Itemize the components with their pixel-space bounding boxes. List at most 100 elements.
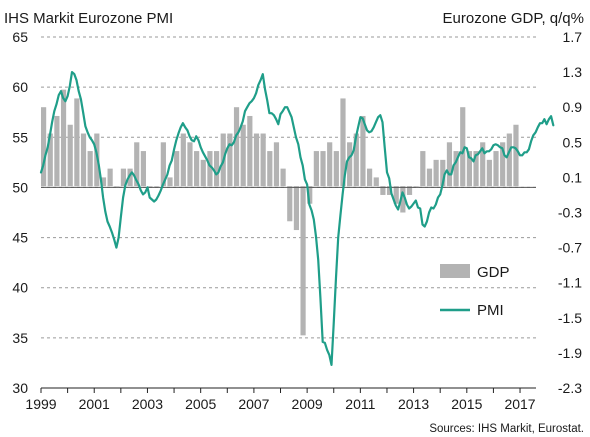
left-axis-ticks: 30 35 40 45 50 55 60 65 [12,29,28,396]
x-tick-label: 2013 [398,396,429,412]
left-tick-label: 45 [12,230,28,246]
gdp-bar [313,151,319,187]
gdp-bar [440,159,446,187]
gdp-bars [41,89,519,336]
gdp-bar [240,124,246,187]
right-tick-label: -1.9 [558,345,582,361]
gdp-bar [180,133,186,187]
gdp-bar [327,142,333,187]
right-tick-label: 1.7 [563,29,583,45]
right-tick-label: -1.1 [558,275,582,291]
right-tick-label: -0.7 [558,240,582,256]
x-tick-label: 2005 [185,396,216,412]
right-tick-label: 0.9 [563,99,583,115]
x-tick-label: 1999 [25,396,56,412]
gdp-bar [67,124,73,187]
gdp-bar [486,159,492,187]
x-tick-label: 2015 [451,396,482,412]
right-tick-label: -0.3 [558,205,582,221]
gdp-bar [300,186,306,336]
gdp-bar [227,133,233,187]
left-tick-label: 30 [12,380,28,396]
gdp-bar [500,142,506,187]
pmi-line [39,71,555,366]
left-tick-label: 35 [12,330,28,346]
gdp-bar [247,115,253,187]
gdp-bar [340,98,346,187]
gdp-bar [373,177,379,187]
gdp-bar [200,159,206,187]
gdp-bar [473,151,479,187]
chart-title-right: Eurozone GDP, q/q% [443,10,584,27]
chart-title-left: IHS Markit Eurozone PMI [4,10,173,27]
x-axis-ticks: 1999 2001 2003 2005 2007 2009 2011 2013 2015 2017 [25,388,536,412]
legend-gdp-swatch [440,264,470,278]
gdp-bar [174,151,180,187]
gdp-bar [433,159,439,187]
gdp-bar [120,168,127,187]
gdp-bar [446,142,453,187]
gdp-bar [320,151,326,187]
gdp-bar [167,177,173,187]
gdp-bar [213,151,220,187]
gdp-bar [87,151,93,187]
gdp-bar [400,186,406,213]
gdp-bar [513,124,519,187]
gdp-bar [253,133,260,187]
right-tick-label: 0.5 [563,134,583,150]
gdp-bar [420,151,426,187]
gdp-bar [114,186,120,187]
gdp-bar [233,107,240,187]
gdp-bar [140,151,146,187]
right-tick-label: -2.3 [558,380,582,396]
gdp-bar [426,168,433,187]
gdp-bar [107,168,113,187]
gdp-bar [147,186,153,187]
gdp-bar [460,107,466,187]
gdp-bar [386,186,393,195]
gdp-bar [54,115,60,187]
gdp-bar [134,142,140,187]
gdp-bar [47,133,53,187]
gdp-bar [287,186,293,222]
gdp-bar [194,151,200,187]
right-axis-ticks: -2.3 -1.9 -1.5 -1.1 -0.7 -0.3 0.1 0.5 0.9 1.3 1.7 [558,29,582,396]
gdp-bar [60,89,67,187]
left-tick-label: 65 [12,29,28,45]
gdp-bar [453,151,459,187]
gdp-bar [480,142,486,187]
gdp-bar [380,186,386,195]
gdp-bar [406,186,413,195]
legend-pmi-label: PMI [477,302,504,319]
gdp-bar [353,133,359,187]
right-tick-label: -1.5 [558,310,582,326]
gdp-bar [293,186,300,231]
gdp-bar [273,142,280,187]
gdp-bar [100,177,107,187]
x-tick-label: 2007 [238,396,269,412]
gdp-bar [160,142,166,187]
x-tick-label: 2003 [132,396,163,412]
gdp-bar [127,168,133,187]
gdp-bar [393,186,399,204]
gdp-bar [367,168,373,187]
left-tick-label: 60 [12,79,28,95]
gdp-bar [347,142,353,187]
gdp-bar [307,186,313,204]
gdp-bar [267,151,273,187]
gdp-bar [207,151,213,187]
x-tick-label: 2017 [504,396,535,412]
gdp-bar [187,142,193,187]
gdp-bar [413,186,419,187]
left-tick-label: 40 [12,280,28,296]
legend-gdp-label: GDP [477,264,510,281]
gdp-bar [280,168,286,187]
gdp-bar [80,133,87,187]
x-tick-label: 2011 [345,396,375,412]
gdp-bar [360,115,366,187]
gdp-bar [41,107,47,187]
gdp-bar [506,133,512,187]
x-tick-label: 2001 [79,396,110,412]
gdp-bar [466,151,472,187]
x-tick-label: 2009 [292,396,323,412]
